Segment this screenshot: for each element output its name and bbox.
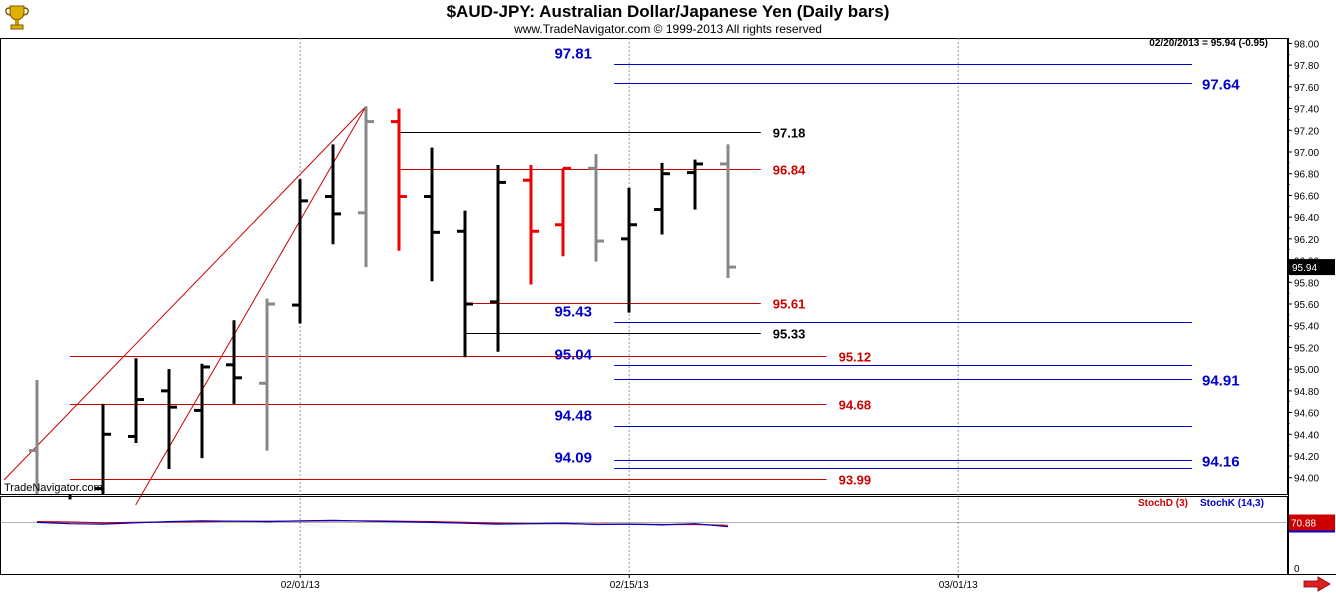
y-tick-label: 98.00 [1294,39,1319,50]
y-tick-label: 97.80 [1294,61,1319,72]
level-label: 95.04 [554,347,592,364]
price-panel-frame [0,38,1288,495]
level-label: 97.18 [773,126,806,141]
trophy-logo-icon[interactable] [2,2,32,32]
stochd-legend: StochD (3) [1138,498,1188,509]
trendline [135,106,367,506]
stoch-value-label: 70.88 [1291,519,1316,530]
quote-readout: 02/20/2013 = 95.94 (-0.95) [1149,38,1268,49]
y-tick-label: 97.20 [1294,126,1319,137]
y-tick-label: 95.60 [1294,300,1319,311]
x-tick-label: 03/01/13 [939,580,978,591]
y-tick-label: 95.20 [1294,343,1319,354]
watermark-text: TradeNavigator.com [4,482,103,494]
level-label: 95.43 [554,304,592,321]
level-label: 97.64 [1202,77,1240,94]
stoch-panel-frame [0,496,1288,575]
level-label: 97.81 [554,46,592,63]
y-tick-label: 95.40 [1294,322,1319,333]
trendline [3,106,367,481]
y-tick-label: 96.00 [1294,257,1319,268]
y-tick-label: 94.20 [1294,452,1319,463]
level-label: 95.33 [773,327,806,342]
x-tick-label: 02/15/13 [610,580,649,591]
y-tick-label: 94.40 [1294,430,1319,441]
level-label: 94.09 [554,450,592,467]
y-tick-label: 96.40 [1294,213,1319,224]
y-tick-label: 96.20 [1294,235,1319,246]
y-tick-label: 94.00 [1294,474,1319,485]
y-tick-label: 97.00 [1294,148,1319,159]
chart-header: $AUD-JPY: Australian Dollar/Japanese Yen… [0,0,1336,38]
y-tick-label: 94.80 [1294,387,1319,398]
stoch-value-box [1289,514,1335,531]
y-tick-label: 95.00 [1294,365,1319,376]
stochk-line [36,519,728,528]
y-tick-label: 95.80 [1294,278,1319,289]
chart-title: $AUD-JPY: Australian Dollar/Japanese Yen… [446,2,890,21]
y-tick-label: 97.60 [1294,83,1319,94]
y-tick-label: 96.80 [1294,170,1319,181]
level-label: 95.61 [773,297,806,312]
level-label: 95.12 [839,350,872,365]
y-tick-label: 96.60 [1294,191,1319,202]
scroll-right-arrow-icon[interactable] [1302,576,1332,592]
level-label: 94.91 [1202,373,1240,390]
copyright-text: www.TradeNavigator.com © 1999-2013 All r… [514,22,822,36]
level-label: 94.68 [839,398,872,413]
y-tick-label: 97.40 [1294,105,1319,116]
last-price-label: 95.94 [1292,263,1317,274]
level-label: 94.16 [1202,454,1240,471]
level-label: 93.99 [839,473,872,488]
y-tick-label: 94.60 [1294,409,1319,420]
level-label: 96.84 [773,163,806,178]
last-price-box [1289,259,1335,276]
level-label: 94.48 [554,408,592,425]
x-tick-label: 02/01/13 [281,580,320,591]
stochk-legend: StochK (14,3) [1200,498,1264,509]
stoch-scale-zero: 0 [1294,564,1300,575]
